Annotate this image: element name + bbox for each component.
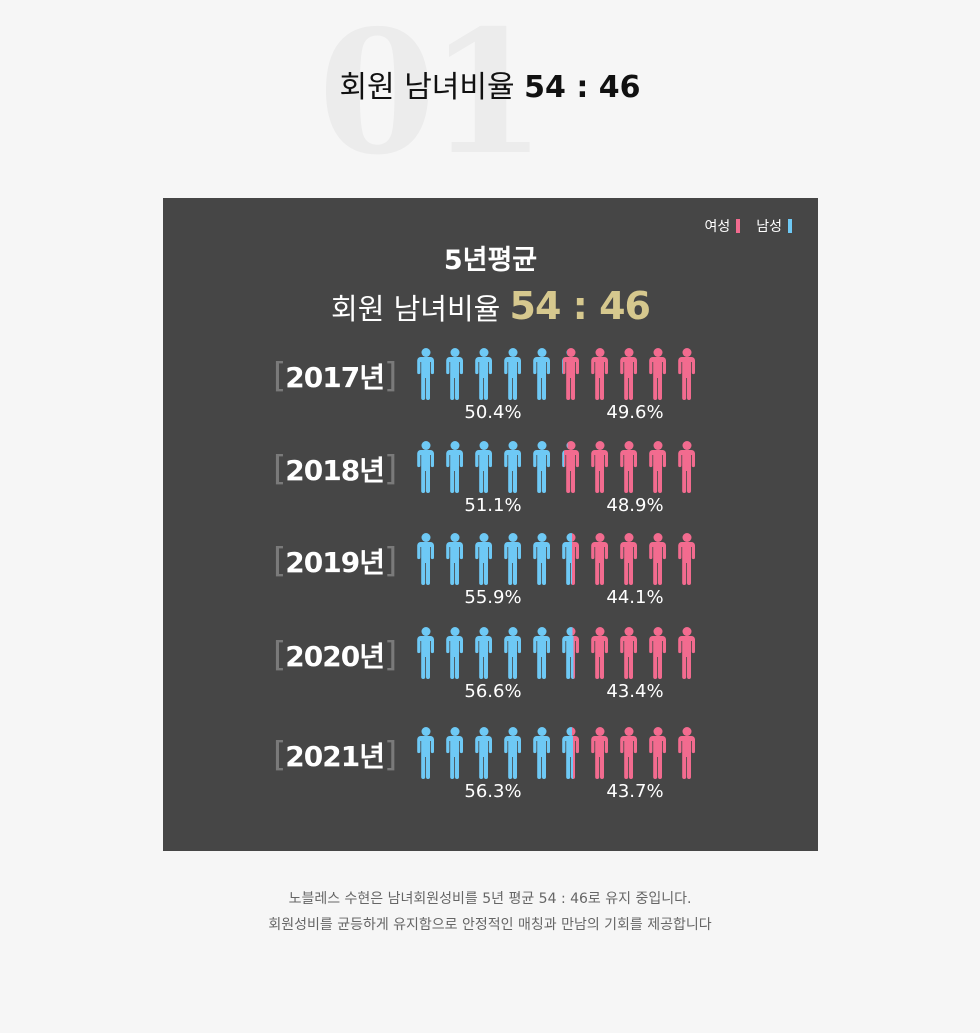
female-person-icon xyxy=(620,727,637,779)
female-person-icon xyxy=(678,348,695,400)
year-row: [2020년] 56.6% 43.4% xyxy=(163,627,818,707)
male-person-icon xyxy=(504,533,521,585)
male-person-icon xyxy=(446,627,463,679)
male-person-icon xyxy=(417,627,434,679)
panel-subtitle: 5년평균 xyxy=(443,245,538,276)
page-title-ratio: 54 : 46 xyxy=(524,70,641,105)
male-person-icon xyxy=(417,441,434,493)
male-percent-label: 56.3% xyxy=(464,781,522,802)
legend-label-female: 여성 xyxy=(704,219,731,235)
people-pictogram xyxy=(417,348,695,400)
female-person-icon xyxy=(620,441,637,493)
male-person-icon xyxy=(504,441,521,493)
female-person-icon xyxy=(678,441,695,493)
male-person-icon xyxy=(533,627,550,679)
year-label: [2017년] xyxy=(273,356,397,396)
male-person-icon xyxy=(417,727,434,779)
female-percent-label: 43.7% xyxy=(606,781,664,802)
split-person-icon xyxy=(562,348,579,400)
female-person-icon xyxy=(591,627,608,679)
year-row: [2017년] 50.4% 49.6% xyxy=(163,348,818,428)
female-person-icon xyxy=(620,533,637,585)
panel-title-text: 회원 남녀비율 xyxy=(331,292,501,326)
male-person-icon xyxy=(533,533,550,585)
female-percent-label: 48.9% xyxy=(606,495,664,516)
male-person-icon xyxy=(533,441,550,493)
male-person-icon xyxy=(504,727,521,779)
female-person-icon xyxy=(591,441,608,493)
female-person-icon xyxy=(591,348,608,400)
year-label: [2019년] xyxy=(273,541,397,581)
male-person-icon xyxy=(504,348,521,400)
male-person-icon xyxy=(533,348,550,400)
female-person-icon xyxy=(649,727,666,779)
male-person-icon xyxy=(475,348,492,400)
female-person-icon xyxy=(649,348,666,400)
female-person-icon xyxy=(649,533,666,585)
legend-swatch-female xyxy=(736,219,741,233)
female-percent-label: 49.6% xyxy=(606,402,664,423)
male-person-icon xyxy=(475,533,492,585)
footer-line-1: 노블레스 수현은 남녀회원성비를 5년 평균 54 : 46로 유지 중입니다. xyxy=(288,891,692,907)
female-person-icon xyxy=(678,627,695,679)
female-person-icon xyxy=(678,533,695,585)
people-pictogram xyxy=(417,441,695,493)
people-pictogram xyxy=(417,533,695,585)
male-percent-label: 50.4% xyxy=(464,402,522,423)
female-person-icon xyxy=(649,441,666,493)
male-person-icon xyxy=(475,441,492,493)
year-row: [2021년] 56.3% 43.7% xyxy=(163,727,818,807)
split-person-icon xyxy=(562,441,579,493)
split-person-icon xyxy=(562,727,579,779)
legend-swatch-male xyxy=(788,219,792,233)
male-person-icon xyxy=(446,727,463,779)
ratio-panel: 여성 남성 5년평균 회원 남녀비율 54 : 46 [2017년] 50.4% 4… xyxy=(163,198,818,851)
legend-label-male: 남성 xyxy=(756,219,782,235)
male-person-icon xyxy=(475,627,492,679)
year-row: [2019년] 55.9% 44.1% xyxy=(163,533,818,613)
people-pictogram xyxy=(417,627,695,679)
male-percent-label: 56.6% xyxy=(464,681,522,702)
footer-line-2: 회원성비를 균등하게 유지함으로 안정적인 매칭과 만남의 기회를 제공합니다 xyxy=(268,917,712,933)
panel-title-ratio: 54 : 46 xyxy=(509,284,651,328)
male-percent-label: 55.9% xyxy=(464,587,522,608)
male-percent-label: 51.1% xyxy=(464,495,522,516)
male-person-icon xyxy=(533,727,550,779)
split-person-icon xyxy=(562,627,579,679)
year-label: [2021년] xyxy=(273,735,397,775)
panel-title: 회원 남녀비율 54 : 46 xyxy=(163,284,818,331)
page-title-text: 회원 남녀비율 xyxy=(339,70,515,105)
male-person-icon xyxy=(504,627,521,679)
male-person-icon xyxy=(446,348,463,400)
legend: 여성 남성 xyxy=(704,216,792,236)
split-person-icon xyxy=(562,533,579,585)
female-person-icon xyxy=(649,627,666,679)
male-person-icon xyxy=(417,348,434,400)
female-person-icon xyxy=(591,727,608,779)
female-percent-label: 43.4% xyxy=(606,681,664,702)
male-person-icon xyxy=(446,533,463,585)
year-row: [2018년] 51.1% 48.9% xyxy=(163,441,818,521)
male-person-icon xyxy=(417,533,434,585)
footer-note: 노블레스 수현은 남녀회원성비를 5년 평균 54 : 46로 유지 중입니다.… xyxy=(0,886,980,938)
female-person-icon xyxy=(678,727,695,779)
male-person-icon xyxy=(475,727,492,779)
year-label: [2020년] xyxy=(273,635,397,675)
page-title: 회원 남녀비율 54 : 46 xyxy=(0,68,980,108)
background-number: 01 xyxy=(318,0,547,193)
legend-item-female: 여성 xyxy=(704,216,741,236)
male-person-icon xyxy=(446,441,463,493)
people-pictogram xyxy=(417,727,695,779)
female-percent-label: 44.1% xyxy=(606,587,664,608)
legend-item-male: 남성 xyxy=(756,216,792,236)
female-person-icon xyxy=(591,533,608,585)
year-label: [2018년] xyxy=(273,449,397,489)
female-person-icon xyxy=(620,348,637,400)
female-person-icon xyxy=(620,627,637,679)
